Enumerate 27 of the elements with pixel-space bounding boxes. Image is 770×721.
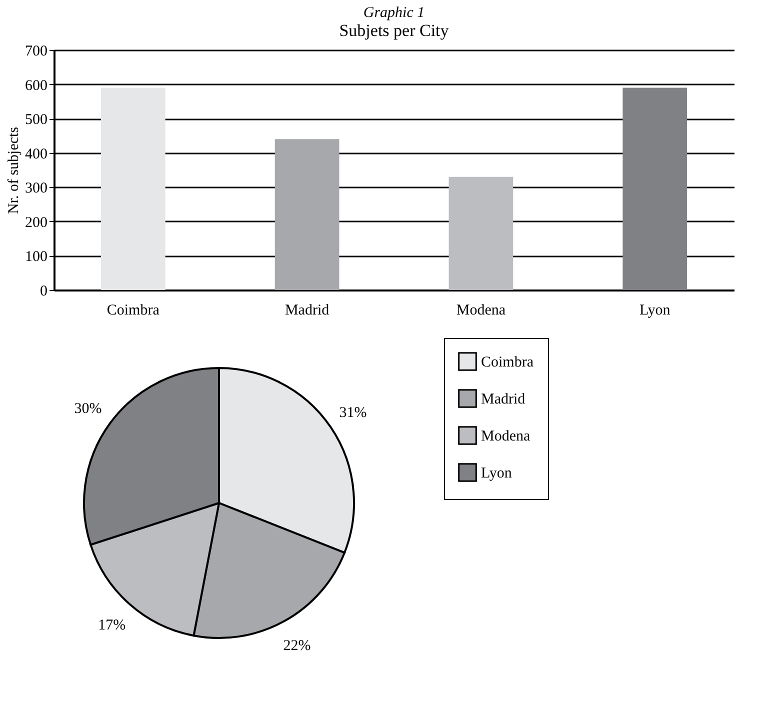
x-tick-label: Lyon <box>639 302 671 318</box>
legend-label: Modena <box>481 428 530 444</box>
x-tick-label: Modena <box>456 302 506 318</box>
y-tick-label: 700 <box>25 44 48 60</box>
data-label: 30% <box>74 400 102 417</box>
x-tick-label: Coimbra <box>106 302 160 318</box>
y-tick-label: 0 <box>40 284 48 300</box>
y-axis-title: Nr. of subjects <box>6 126 22 214</box>
y-tick-label: 300 <box>25 180 48 197</box>
chart-title: Graphic 1 <box>363 5 425 21</box>
y-tick-label: 600 <box>25 78 48 94</box>
chart-subtitle: Subjets per City <box>339 21 450 40</box>
y-tick-label: 500 <box>25 112 48 128</box>
data-label: 31% <box>339 404 367 421</box>
bar <box>100 88 166 290</box>
legend-label: Coimbra <box>481 354 534 370</box>
bar <box>622 88 688 290</box>
data-label: 22% <box>283 638 311 654</box>
bar <box>274 139 340 290</box>
legend-label: Madrid <box>481 392 526 408</box>
data-label: 17% <box>98 618 126 634</box>
x-tick-label: Madrid <box>284 302 330 318</box>
y-tick-label: 200 <box>25 214 48 231</box>
legend-label: Lyon <box>481 466 512 482</box>
y-tick-label: 100 <box>25 249 48 266</box>
bar <box>448 176 514 290</box>
y-tick-label: 400 <box>25 146 48 162</box>
